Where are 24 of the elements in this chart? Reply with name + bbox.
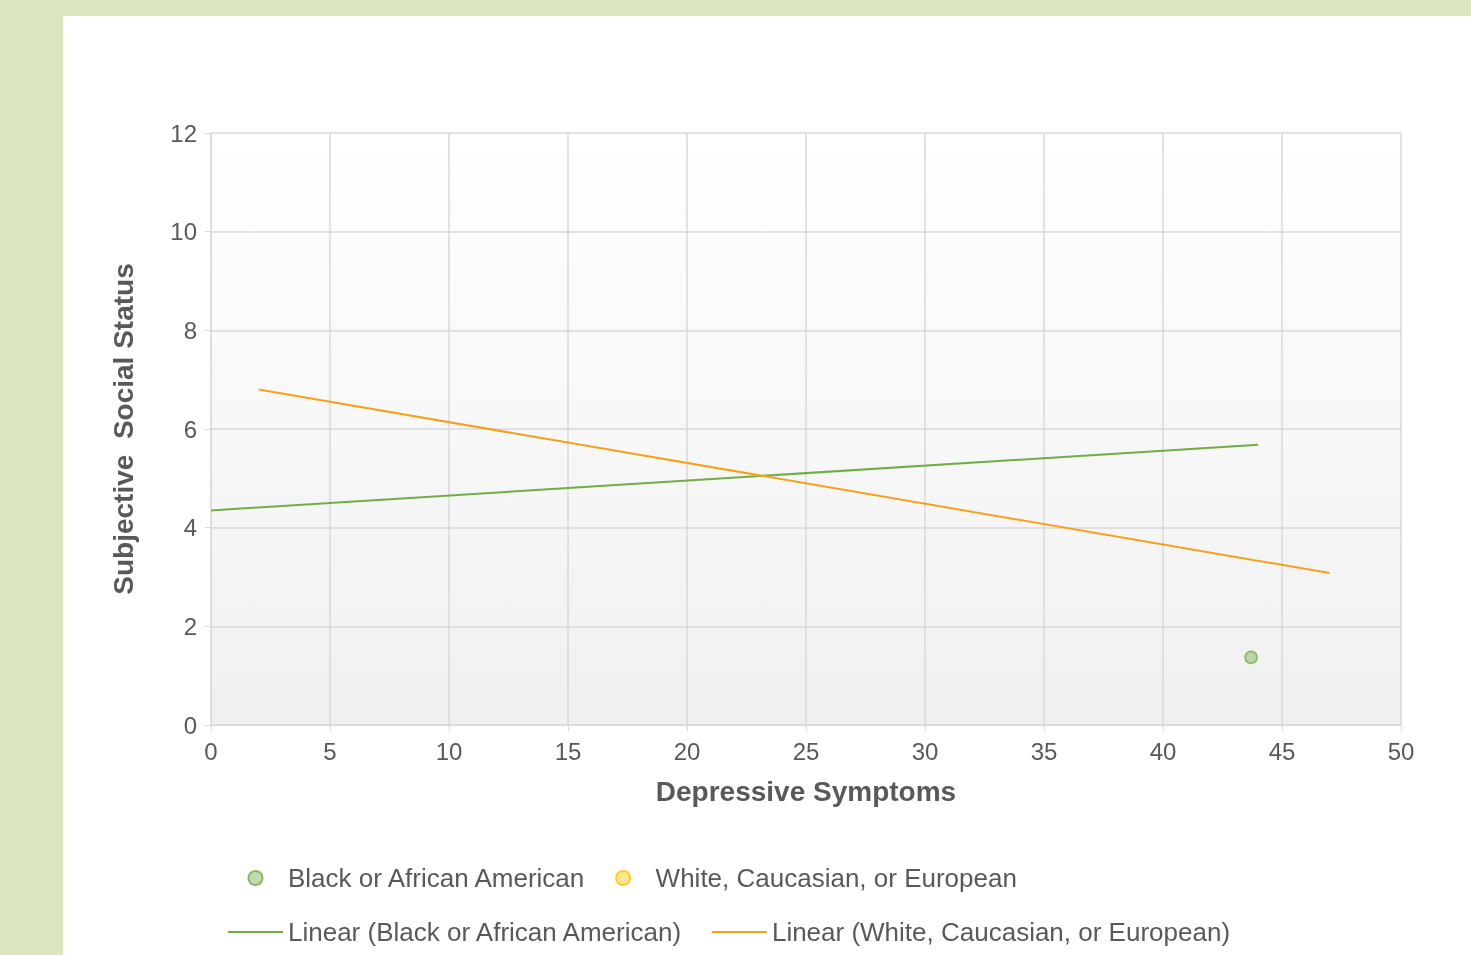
x-tick-label: 30 — [911, 737, 939, 765]
y-tick-label: 0 — [183, 711, 197, 739]
y-tick-label: 2 — [183, 612, 197, 640]
y-tick-label: 8 — [183, 316, 197, 344]
x-tick-label: 40 — [1149, 737, 1177, 765]
legend-label: Black or African American — [288, 863, 585, 893]
x-tick-label: 25 — [792, 737, 820, 765]
y-tick-label: 12 — [170, 119, 197, 147]
x-tick-label: 0 — [204, 737, 218, 765]
y-axis-title: Subjective Social Status — [107, 263, 139, 595]
x-tick-label: 20 — [673, 737, 701, 765]
y-tick-label: 6 — [183, 415, 197, 443]
legend-label: Linear (Black or African American) — [288, 917, 682, 947]
legend-label: White, Caucasian, or European — [655, 863, 1017, 893]
x-tick-label: 5 — [323, 737, 337, 765]
x-tick-label: 45 — [1268, 737, 1296, 765]
y-tick-label: 10 — [170, 218, 197, 246]
x-tick-label: 10 — [435, 737, 463, 765]
x-tick-label: 15 — [554, 737, 582, 765]
x-tick-label: 50 — [1387, 737, 1415, 765]
y-tick-label: 4 — [183, 514, 197, 542]
x-tick-label: 35 — [1030, 737, 1058, 765]
legend-label: Linear (White, Caucasian, or European) — [771, 917, 1231, 947]
x-axis-title: Depressive Symptoms — [655, 775, 957, 807]
